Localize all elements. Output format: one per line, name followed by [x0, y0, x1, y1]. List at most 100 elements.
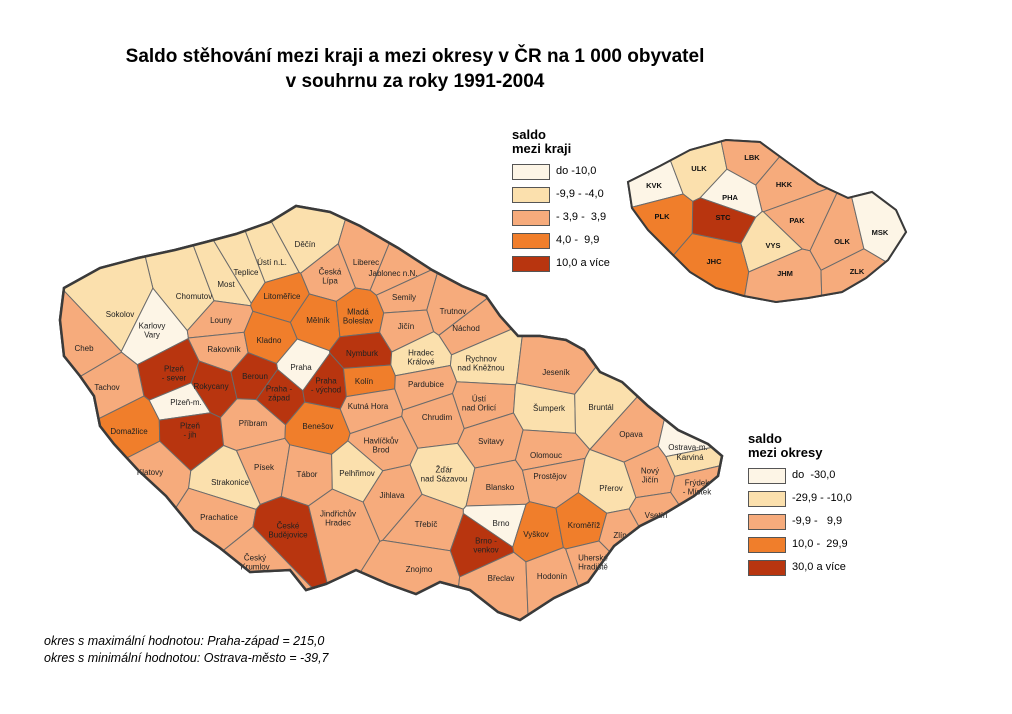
okres-klatovy [60, 440, 192, 620]
okres-label-pribram: Příbram [239, 419, 268, 428]
okres-label-tachov: Tachov [94, 383, 119, 392]
okres-label-uherske-hradiste: Uherské Hradiště [578, 554, 608, 572]
kraj-label-jhc: JHC [706, 257, 722, 266]
okres-label-liberec: Liberec [353, 258, 379, 267]
okres-label-hodonin: Hodonín [537, 572, 567, 581]
okres-label-sumperk: Šumperk [533, 404, 566, 413]
okres-label-zlin: Zlín [613, 531, 626, 540]
okres-label-teplice: Teplice [234, 268, 259, 277]
okres-label-usti-n-l: Ústí n.L. [257, 258, 287, 267]
kraj-label-kvk: KVK [646, 181, 662, 190]
okres-label-tabor: Tábor [297, 470, 318, 479]
kraj-label-lbk: LBK [744, 153, 760, 162]
note-max: okres s maximální hodnotou: Praha-západ … [44, 634, 325, 648]
legend-okresy: saldo mezi okresy do -30,0 -29,9 - -10,0 -… [748, 432, 888, 582]
okres-label-novy-jicin: Nový Jičín [641, 467, 659, 485]
okres-label-praha-vychod: Praha - východ [311, 377, 341, 395]
okres-label-klatovy: Klatovy [137, 468, 163, 477]
okres-prachatice [88, 487, 257, 620]
okres-label-znojmo: Znojmo [406, 565, 433, 574]
notes: okres s maximální hodnotou: Praha-západ … [44, 633, 329, 667]
country-border-overlay [58, 204, 724, 622]
legend-kraje-title-2: mezi kraji [512, 141, 572, 156]
legend-okresy-swatch [748, 537, 786, 553]
legend-okresy-label: 30,0 a více [792, 561, 846, 573]
okres-label-kromeriz: Kroměříž [568, 521, 600, 530]
okres-label-rychnov-nad-kneznou: Rychnov nad Kněžnou [457, 355, 504, 373]
okres-label-karlovy-vary: Karlovy Vary [139, 322, 166, 340]
okres-label-semily: Semily [392, 293, 416, 302]
okres-label-jindrichuv-hradec: Jindřichův Hradec [320, 510, 356, 528]
inset-border-overlay [626, 138, 908, 304]
okres-label-pisek: Písek [254, 463, 275, 472]
legend-okresy-swatch [748, 468, 786, 484]
legend-okresy-label: do -30,0 [792, 469, 836, 481]
okres-label-ceske-budejovice: České Budějovice [268, 522, 308, 540]
okres-label-plzen-jih: Plzeň - jih [180, 422, 200, 440]
okres-label-cheb: Cheb [74, 344, 94, 353]
okres-label-kutna-hora: Kutná Hora [348, 402, 389, 411]
legend-kraje-label: do -10,0 [556, 165, 597, 177]
okres-label-kolin: Kolín [355, 377, 373, 386]
legend-okresy-label: -9,9 - 9,9 [792, 515, 843, 527]
legend-kraje-label: -9,9 - -4,0 [556, 188, 604, 200]
okres-label-vsetin: Vsetín [645, 511, 668, 520]
kraj-label-olk: OLK [834, 237, 850, 246]
legend-okresy-swatch [748, 491, 786, 507]
kraj-jhc [628, 233, 750, 302]
legend-kraje-swatch [512, 164, 550, 180]
okres-label-rakovnik: Rakovník [207, 345, 241, 354]
legend-okresy-title: saldo mezi okresy [748, 432, 888, 460]
okres-label-domazlice: Domažlice [110, 427, 148, 436]
okres-label-pardubice: Pardubice [408, 380, 445, 389]
okres-label-plzen-sever: Plzeň - sever [162, 365, 187, 383]
okres-label-praha: Praha [290, 363, 312, 372]
okres-label-louny: Louny [210, 316, 232, 325]
legend-okresy-swatch [748, 514, 786, 530]
legend-okresy-label: 10,0 - 29,9 [792, 538, 848, 550]
okres-label-trebic: Třebíč [415, 520, 438, 529]
map-title: Saldo stěhování mezi kraji a mezi okresy… [0, 44, 830, 94]
okres-label-most: Most [217, 280, 235, 289]
kraj-label-plk: PLK [655, 212, 671, 221]
okres-label-chrudim: Chrudim [422, 413, 453, 422]
note-min: okres s minimální hodnotou: Ostrava-měst… [44, 651, 329, 665]
legend-kraje-label: 4,0 - 9,9 [556, 234, 600, 246]
legend-kraje-label: - 3,9 - 3,9 [556, 211, 607, 223]
okres-label-plzen-m: Plzeň-m. [170, 398, 202, 407]
legend-kraje-swatch [512, 233, 550, 249]
okres-label-blansko: Blansko [486, 483, 515, 492]
legend-okresy-title-2: mezi okresy [748, 445, 823, 460]
legend-okresy-label: -29,9 - -10,0 [792, 492, 852, 504]
okres-label-kladno: Kladno [257, 336, 282, 345]
okres-label-karvina: Karviná [676, 453, 704, 462]
kraj-label-msk: MSK [872, 228, 889, 237]
okres-label-beroun: Beroun [242, 372, 268, 381]
okres-label-nymburk: Nymburk [346, 349, 379, 358]
okres-zlin [598, 508, 703, 620]
okres-label-decin: Děčín [295, 240, 316, 249]
map-title-line2: v souhrnu za roky 1991-2004 [285, 71, 545, 92]
okres-label-pelhrimov: Pelhřimov [339, 469, 375, 478]
okres-label-ostrava-m: Ostrava-m. [668, 443, 708, 452]
kraj-label-hkk: HKK [776, 180, 793, 189]
map-title-line1: Saldo stěhování mezi kraji a mezi okresy… [125, 46, 705, 67]
okres-label-prostejov: Prostějov [533, 472, 566, 481]
okres-label-melnik: Mělník [306, 316, 331, 325]
kraj-label-zlk: ZLK [850, 267, 865, 276]
okres-label-nachod: Náchod [452, 324, 480, 333]
legend-okresy-title-1: saldo [748, 431, 782, 446]
okres-label-benesov: Benešov [302, 422, 333, 431]
kraj-label-jhm: JHM [777, 269, 793, 278]
kraj-label-pha: PHA [722, 193, 738, 202]
okres-label-opava: Opava [619, 430, 643, 439]
okres-label-mlada-boleslav: Mladá Boleslav [343, 308, 373, 326]
okres-label-jesenik: Jeseník [542, 368, 571, 377]
okres-label-bruntal: Bruntál [588, 403, 614, 412]
okres-label-litomerice: Litoměřice [264, 292, 301, 301]
legend-kraje-swatch [512, 210, 550, 226]
legend-okresy-swatch [748, 560, 786, 576]
kraj-label-vys: VYS [765, 241, 780, 250]
okres-label-jablonec-n-n: Jablonec n.N. [369, 269, 418, 278]
legend-kraje-swatch [512, 187, 550, 203]
